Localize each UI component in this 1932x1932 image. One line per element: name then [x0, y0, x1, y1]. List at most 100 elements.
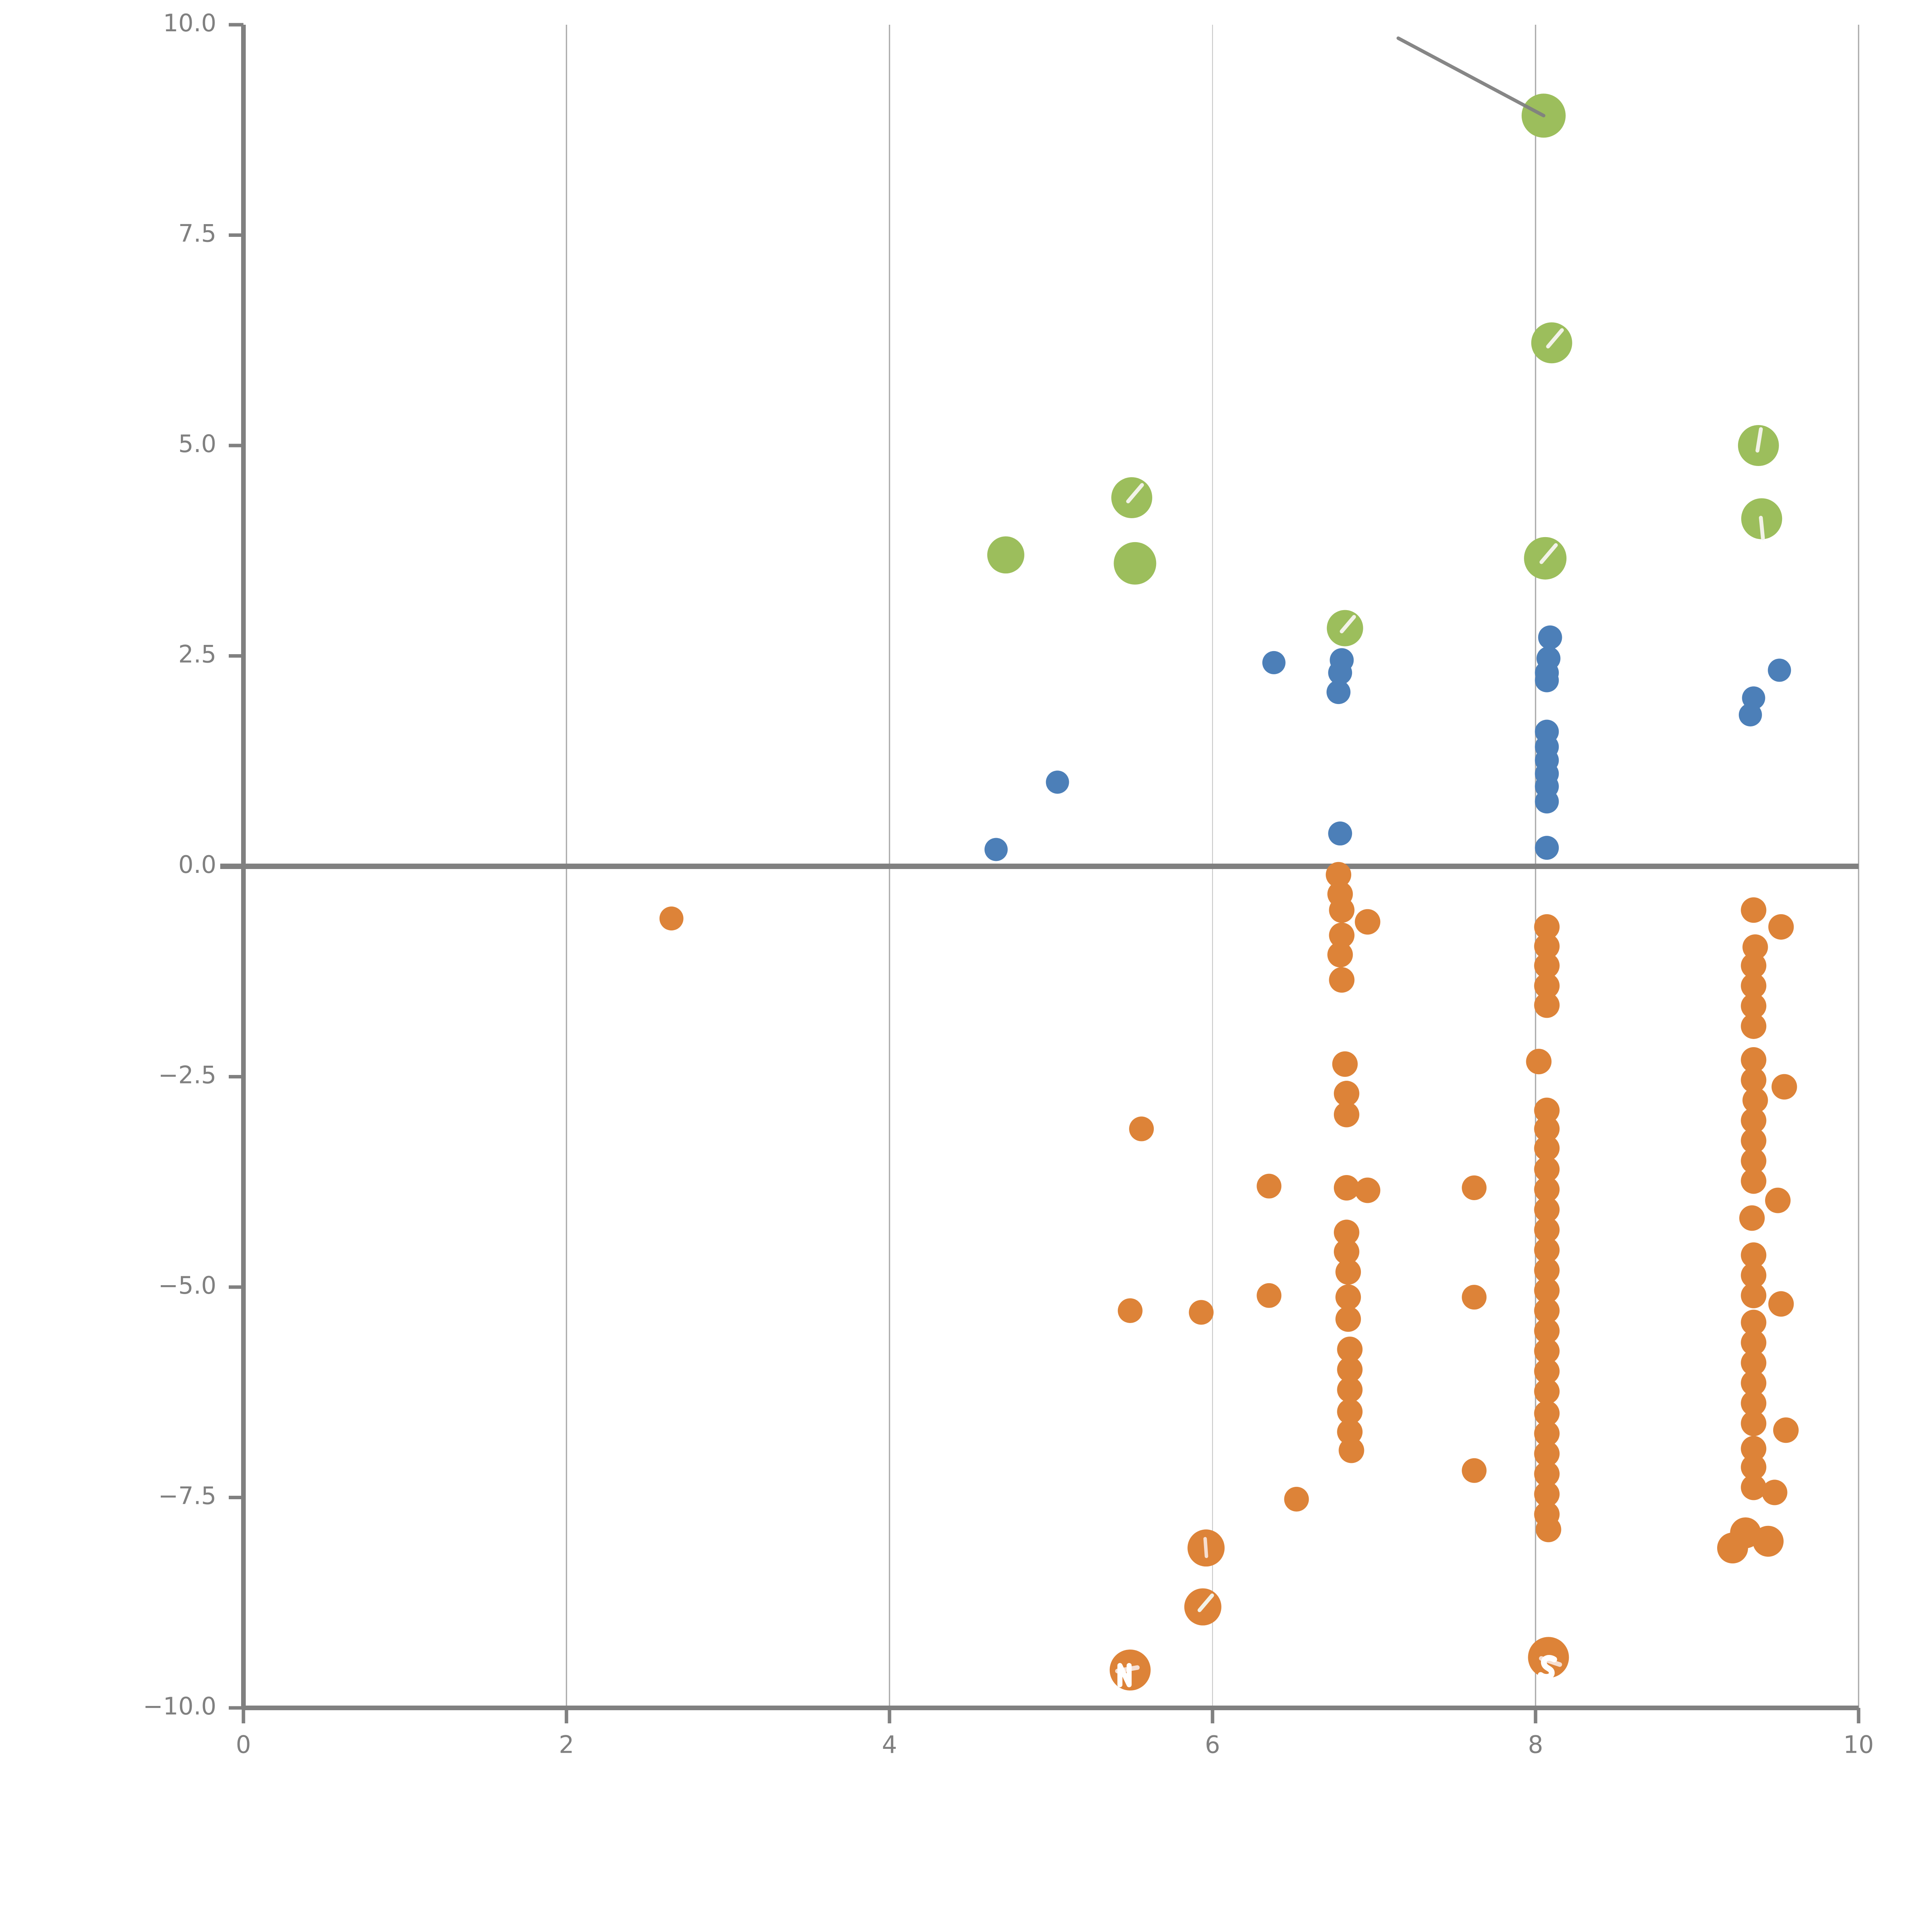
data-point[interactable] — [1462, 1175, 1487, 1200]
data-point[interactable] — [1329, 897, 1355, 923]
data-point[interactable] — [1535, 668, 1559, 692]
data-point[interactable] — [1773, 1417, 1799, 1443]
data-point[interactable] — [1257, 1283, 1282, 1308]
data-point[interactable] — [1335, 1306, 1361, 1332]
data-point[interactable] — [1327, 680, 1351, 704]
data-point[interactable] — [1768, 658, 1791, 682]
data-point[interactable] — [1741, 1067, 1767, 1093]
data-point[interactable] — [1535, 836, 1559, 860]
data-point[interactable] — [1337, 1399, 1363, 1425]
data-point[interactable] — [1741, 1310, 1767, 1335]
data-point[interactable] — [1257, 1173, 1282, 1199]
data-point[interactable] — [1741, 993, 1767, 1019]
data-point[interactable] — [984, 838, 1008, 861]
data-point[interactable] — [1741, 1475, 1767, 1500]
data-point[interactable] — [1741, 1454, 1767, 1480]
data-point[interactable] — [1534, 1420, 1560, 1446]
data-point[interactable] — [1534, 1257, 1560, 1283]
data-point[interactable] — [1741, 1128, 1767, 1154]
data-point[interactable] — [1534, 914, 1560, 940]
data-point[interactable] — [1534, 1116, 1560, 1142]
data-point[interactable] — [1355, 1177, 1381, 1203]
data-point[interactable] — [1534, 1217, 1560, 1243]
data-point[interactable] — [1534, 1237, 1560, 1263]
data-point[interactable] — [1462, 1458, 1487, 1483]
data-point[interactable] — [1114, 542, 1156, 585]
data-point[interactable] — [1329, 967, 1355, 993]
data-point[interactable] — [1534, 1097, 1560, 1123]
data-point[interactable] — [1284, 1486, 1309, 1512]
series-orange-points[interactable] — [659, 862, 1799, 1690]
data-point[interactable] — [1335, 1259, 1361, 1285]
data-point[interactable] — [1534, 1177, 1560, 1202]
data-point[interactable] — [1534, 973, 1560, 999]
data-point[interactable] — [1738, 703, 1762, 726]
data-point[interactable] — [1765, 1187, 1791, 1213]
data-point[interactable] — [1328, 821, 1352, 846]
data-point[interactable] — [1739, 1205, 1765, 1231]
data-point[interactable] — [1534, 1197, 1560, 1223]
data-point[interactable] — [1534, 1135, 1560, 1161]
data-point[interactable] — [1262, 651, 1286, 674]
data-point[interactable] — [1741, 973, 1767, 999]
data-point[interactable] — [1762, 1480, 1787, 1505]
data-point[interactable] — [1534, 1379, 1560, 1405]
data-point[interactable] — [1189, 1300, 1214, 1325]
data-point[interactable] — [1534, 1481, 1560, 1507]
data-point[interactable] — [1333, 1219, 1359, 1245]
data-point[interactable] — [1332, 1051, 1358, 1077]
data-point[interactable] — [1741, 1168, 1767, 1194]
data-point[interactable] — [1337, 1357, 1363, 1383]
data-point[interactable] — [1327, 942, 1353, 968]
data-point[interactable] — [1771, 1074, 1797, 1100]
data-point[interactable] — [1741, 897, 1767, 923]
data-point[interactable] — [1536, 1517, 1561, 1543]
series-green-points[interactable] — [987, 94, 1782, 646]
data-point[interactable] — [1534, 1461, 1560, 1487]
data-point[interactable] — [1741, 1436, 1767, 1462]
data-point[interactable] — [1741, 1107, 1767, 1133]
data-point[interactable] — [1338, 1437, 1364, 1463]
data-point[interactable] — [1741, 953, 1767, 979]
data-point[interactable] — [1335, 1284, 1361, 1310]
data-point[interactable] — [1717, 1532, 1748, 1564]
data-point[interactable] — [659, 906, 684, 931]
data-point[interactable] — [1117, 1298, 1143, 1323]
data-point[interactable] — [1534, 933, 1560, 959]
data-point[interactable] — [1741, 1262, 1767, 1288]
data-point[interactable] — [1526, 1049, 1552, 1075]
data-point[interactable] — [1329, 922, 1355, 948]
data-point[interactable] — [1741, 1390, 1767, 1416]
data-point[interactable] — [1534, 953, 1560, 979]
data-point[interactable] — [1741, 1330, 1767, 1355]
data-point[interactable] — [1046, 770, 1069, 794]
data-point[interactable] — [1534, 1358, 1560, 1384]
data-point[interactable] — [1355, 909, 1381, 935]
data-point[interactable] — [1768, 914, 1794, 940]
data-point[interactable] — [1333, 1081, 1359, 1107]
data-point[interactable] — [1741, 1013, 1767, 1039]
data-point[interactable] — [1333, 1239, 1359, 1265]
data-point[interactable] — [1742, 934, 1768, 960]
data-point[interactable] — [1741, 1242, 1767, 1268]
data-point[interactable] — [1333, 1175, 1359, 1201]
data-point[interactable] — [1538, 625, 1562, 650]
data-point[interactable] — [1534, 1338, 1560, 1364]
data-point[interactable] — [1534, 1298, 1560, 1323]
data-point[interactable] — [1534, 1400, 1560, 1426]
data-point[interactable] — [1741, 1410, 1767, 1436]
data-point[interactable] — [1741, 1148, 1767, 1174]
data-point[interactable] — [1741, 1282, 1767, 1308]
data-point[interactable] — [1333, 1102, 1359, 1128]
data-point[interactable] — [1129, 1116, 1154, 1141]
data-point[interactable] — [1534, 1441, 1560, 1467]
data-point[interactable] — [1534, 992, 1560, 1018]
data-point[interactable] — [1534, 1318, 1560, 1344]
data-point[interactable] — [1337, 1377, 1363, 1403]
data-point[interactable] — [1337, 1337, 1363, 1362]
data-point[interactable] — [1742, 1087, 1768, 1113]
data-point[interactable] — [1768, 1291, 1794, 1317]
data-point[interactable] — [1741, 1350, 1767, 1376]
data-point[interactable] — [1328, 661, 1352, 685]
data-point[interactable] — [1462, 1285, 1487, 1310]
